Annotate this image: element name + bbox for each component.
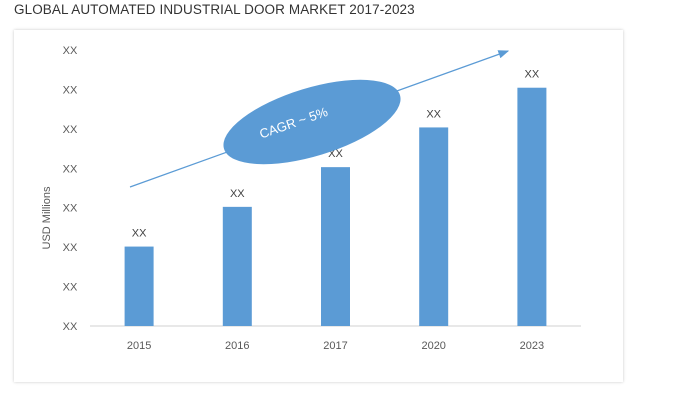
bar-2016 — [222, 206, 252, 326]
data-label-2020: XX — [426, 108, 441, 120]
cagr-oval — [223, 79, 401, 165]
bar-2023 — [517, 87, 547, 326]
bar-2015 — [124, 246, 154, 326]
y-tick-label: XX — [63, 124, 78, 136]
data-label-2016: XX — [230, 188, 245, 200]
y-tick-label: XX — [63, 321, 78, 333]
y-tick-label: XX — [63, 84, 78, 96]
y-tick-label: XX — [63, 163, 78, 175]
bar-2017 — [321, 167, 350, 326]
y-axis-title: USD Millions — [41, 186, 53, 249]
x-tick-label-2015: 2015 — [127, 340, 151, 352]
page-title: GLOBAL AUTOMATED INDUSTRIAL DOOR MARKET … — [14, 2, 415, 17]
y-tick-label: XX — [63, 45, 78, 57]
data-label-2023: XX — [525, 69, 540, 81]
y-tick-label: XX — [63, 203, 78, 215]
chart-frame: XX XX XX XX XX XX XX XX XX XX XX XX XX 2015 2016 2017… — [14, 30, 623, 382]
bar-2020 — [419, 127, 449, 326]
x-tick-label-2023: 2023 — [520, 340, 544, 352]
y-tick-label: XX — [63, 282, 78, 294]
data-label-2015: XX — [132, 228, 147, 240]
x-tick-label-2020: 2020 — [421, 340, 445, 352]
y-tick-label: XX — [63, 242, 78, 254]
x-tick-label-2017: 2017 — [323, 340, 347, 352]
x-tick-label-2016: 2016 — [225, 340, 249, 352]
